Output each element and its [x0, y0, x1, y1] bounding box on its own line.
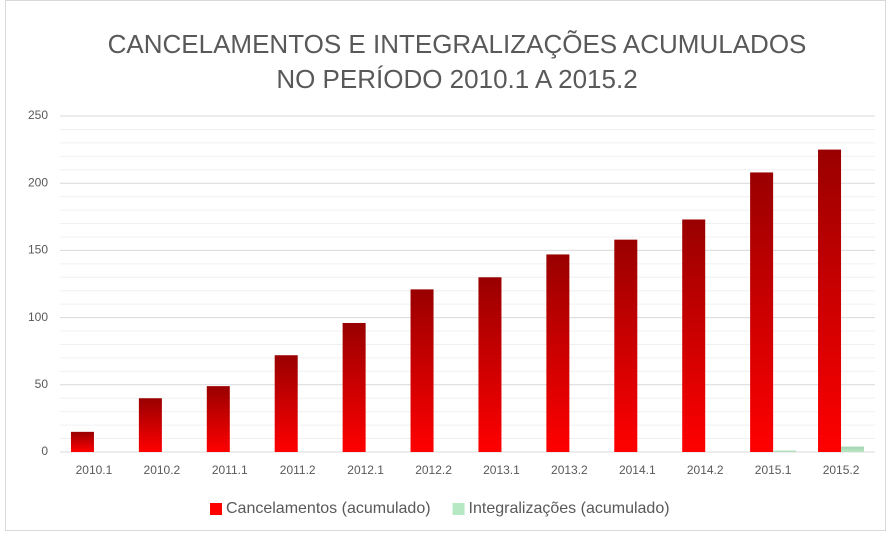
bar	[682, 219, 706, 452]
y-tick-label: 250	[28, 108, 48, 122]
y-tick-label: 50	[35, 377, 49, 391]
y-tick-label: 150	[28, 243, 48, 257]
x-tick-label: 2010.2	[144, 463, 181, 477]
bar	[478, 277, 502, 452]
x-tick-label: 2012.1	[347, 463, 384, 477]
legend-swatch	[210, 503, 222, 515]
bar	[614, 239, 638, 452]
x-tick-label: 2010.1	[76, 463, 113, 477]
bar	[274, 355, 298, 452]
bar	[138, 398, 162, 452]
chart-title: CANCELAMENTOS E INTEGRALIZAÇÕES ACUMULAD…	[108, 29, 807, 59]
chart-title: NO PERÍODO 2010.1 A 2015.2	[276, 64, 637, 94]
x-tick-label: 2011.2	[280, 463, 316, 477]
bar	[841, 446, 865, 452]
bar	[818, 149, 842, 452]
bar	[546, 254, 570, 452]
x-tick-label: 2015.2	[823, 463, 860, 477]
legend-label: Cancelamentos (acumulado)	[226, 500, 431, 517]
bar	[410, 289, 434, 452]
legend-swatch	[452, 503, 465, 515]
y-tick-label: 0	[41, 444, 48, 458]
bar	[70, 431, 94, 452]
bar	[773, 450, 797, 452]
x-tick-label: 2013.2	[551, 463, 588, 477]
x-tick-label: 2015.1	[755, 463, 792, 477]
bar	[206, 386, 230, 452]
x-tick-label: 2014.1	[619, 463, 656, 477]
y-tick-label: 100	[28, 310, 48, 324]
x-tick-label: 2011.1	[212, 463, 248, 477]
x-tick-label: 2013.1	[483, 463, 520, 477]
y-tick-label: 200	[28, 175, 48, 189]
bar	[750, 172, 774, 452]
bar	[342, 322, 366, 452]
x-tick-label: 2014.2	[687, 463, 724, 477]
x-tick-label: 2012.2	[415, 463, 452, 477]
legend-label: Integralizações (acumulado)	[469, 500, 670, 517]
